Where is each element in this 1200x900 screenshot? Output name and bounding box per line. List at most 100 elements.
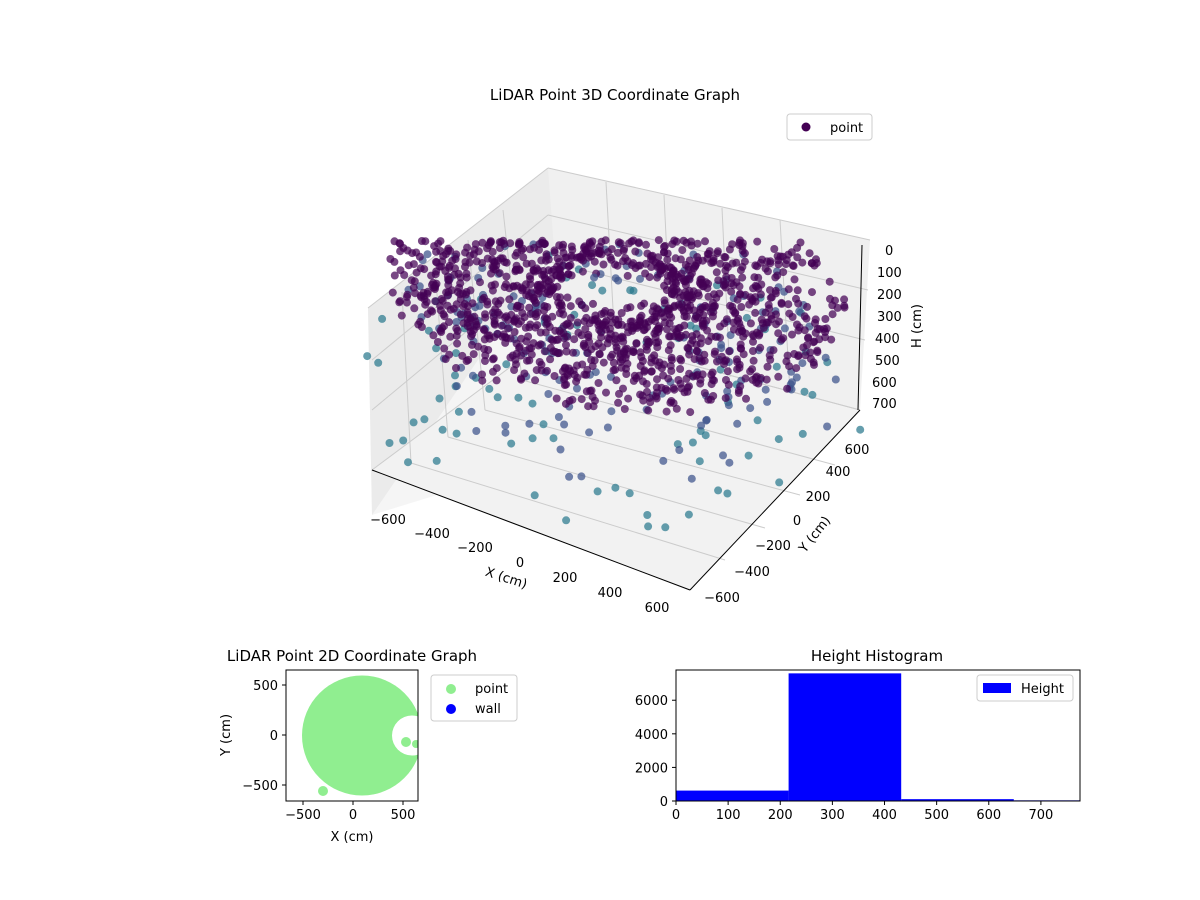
scatter-point (497, 321, 506, 330)
scatter-point (428, 280, 436, 289)
scatter-point (722, 376, 730, 384)
scatter-point (675, 333, 684, 342)
z-tick-label: 500 (875, 354, 900, 369)
scatter-point (582, 247, 591, 256)
y-tick-label: 0 (793, 514, 801, 529)
legend-marker-wall (446, 704, 456, 714)
scatter-point (668, 290, 677, 299)
scatter-point (680, 321, 689, 330)
y-tick-label: 0 (270, 729, 278, 744)
scatter-point (636, 313, 644, 322)
scatter-point (798, 429, 807, 438)
scatter-point (629, 347, 638, 356)
scatter-point (526, 275, 535, 284)
scatter-point (441, 355, 450, 364)
legend-label-point: point (830, 121, 863, 136)
x-tick-label: 0 (349, 808, 357, 823)
scatter-point (536, 328, 545, 337)
scatter-point (670, 236, 679, 245)
scatter-point (585, 428, 594, 437)
scatter-point (478, 238, 487, 247)
scatter-point (415, 252, 424, 261)
legend-label-point: point (475, 682, 508, 697)
scatter-point (446, 332, 455, 341)
scatter-point (472, 427, 481, 435)
legend-box (976, 674, 1074, 702)
scatter-point (503, 324, 512, 333)
scatter-point (481, 313, 490, 322)
scatter-point (570, 335, 579, 344)
scatter-point (633, 323, 642, 332)
scatter-point (719, 451, 727, 460)
scatter-point (580, 370, 589, 379)
scatter-point (452, 382, 461, 391)
scatter-point (664, 346, 673, 355)
scatter-point (363, 352, 372, 361)
scatter-point (784, 300, 793, 309)
scatter-point (403, 246, 412, 255)
y-tick-label: −200 (755, 539, 791, 554)
scatter-point (435, 394, 444, 403)
scatter-point (622, 350, 631, 359)
x-tick-label: −200 (457, 541, 493, 556)
scatter-point (735, 363, 744, 372)
scatter-point (783, 384, 792, 393)
histogram-legend: Height (976, 674, 1074, 702)
scatter-point (563, 370, 572, 379)
scatter-point (681, 330, 690, 339)
scatter-point (644, 522, 653, 531)
scatter-point (491, 320, 499, 329)
scatter-point (423, 310, 432, 319)
scatter-point (588, 281, 597, 290)
scatter-point (737, 303, 746, 311)
scatter-point (510, 317, 519, 326)
scatter-point (701, 237, 709, 246)
scatter-point (555, 265, 564, 274)
scatter-point (704, 292, 713, 301)
legend-marker-point (446, 684, 456, 694)
scatter-point (478, 259, 487, 267)
scatter-point (691, 262, 700, 271)
scatter-point (565, 396, 574, 405)
scatter-point (794, 326, 803, 335)
scatter-point (501, 428, 510, 437)
chart-3d-y-ticks: −600 −400 −200 0 200 400 600 (704, 443, 869, 606)
scatter-point (653, 343, 662, 352)
scatter-point (766, 293, 775, 302)
scatter-point (693, 370, 702, 379)
x-tick-label: 500 (391, 808, 416, 823)
scatter-point (590, 273, 599, 282)
scatter-point (801, 351, 810, 360)
scatter-point (638, 391, 647, 400)
scatter-point (555, 272, 564, 281)
scatter-point (468, 371, 477, 380)
scatter-point (766, 259, 775, 268)
chart-3d: LiDAR Point 3D Coordinate Graph −600 −40… (363, 86, 925, 616)
scatter-point (696, 379, 705, 388)
scatter-point (488, 308, 497, 317)
scatter-point (746, 367, 755, 376)
scatter-point (533, 321, 542, 330)
scatter-point (488, 355, 497, 364)
scatter-point (514, 393, 523, 402)
scatter-point (532, 264, 541, 273)
scatter-point (403, 290, 412, 299)
scatter-point (678, 246, 687, 255)
scatter-point (663, 325, 671, 334)
chart-3d-z-axis-label: H (cm) (910, 304, 925, 348)
scatter-point (626, 286, 635, 295)
scatter-point (452, 349, 460, 358)
scatter-point (710, 350, 719, 359)
scatter-point (484, 346, 493, 354)
scatter-point (441, 267, 450, 275)
x-tick-label: −600 (370, 513, 406, 528)
scatter-point (685, 350, 694, 359)
scatter-point (516, 302, 525, 311)
scatter-point (735, 319, 744, 328)
scatter-point (780, 324, 789, 333)
y-tick-label: 400 (826, 465, 851, 480)
scatter-point (792, 364, 801, 373)
scatter-point (716, 322, 724, 331)
scatter-point (517, 317, 525, 326)
scatter-point (790, 275, 799, 284)
